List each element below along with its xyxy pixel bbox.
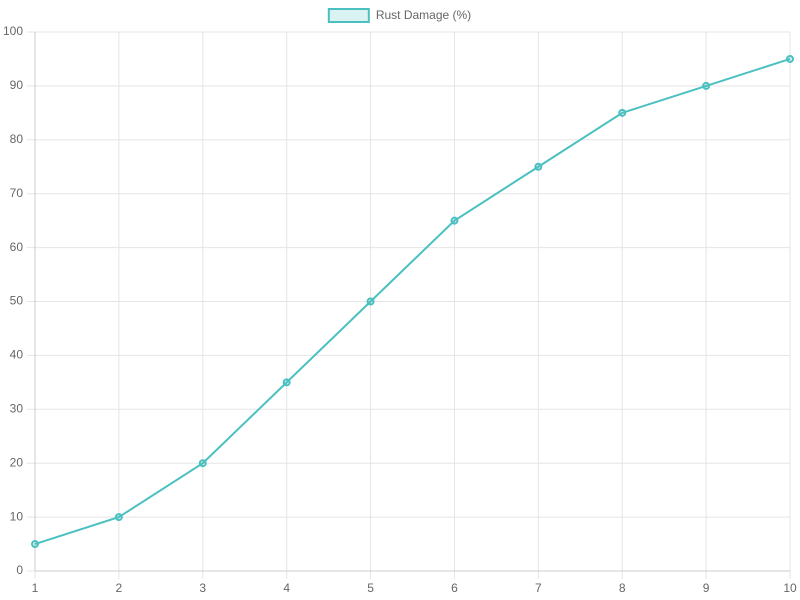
x-tick-label: 4: [283, 581, 290, 595]
y-tick-label: 50: [10, 294, 24, 308]
data-point: [114, 513, 123, 522]
data-point: [31, 540, 39, 549]
x-tick-label: 9: [703, 581, 710, 595]
data-point: [366, 297, 375, 306]
x-tick-label: 3: [199, 581, 206, 595]
data-point: [534, 162, 543, 171]
x-tick-label: 8: [619, 581, 626, 595]
data-point: [198, 459, 207, 468]
data-point: [282, 378, 291, 387]
data-point: [450, 216, 459, 225]
y-tick-label: 80: [10, 132, 24, 146]
y-tick-label: 30: [10, 401, 24, 415]
data-line: [34, 57, 791, 546]
y-tick-label: 20: [10, 455, 24, 469]
data-point: [702, 81, 711, 90]
data-point: [618, 108, 627, 117]
x-tick-label: 5: [367, 581, 374, 595]
legend-swatch: [327, 8, 370, 23]
y-tick-label: 70: [10, 186, 24, 200]
x-tick-label: 1: [32, 581, 39, 595]
x-tick-label: 6: [451, 581, 458, 595]
x-tick-label: 7: [535, 581, 542, 595]
y-tick-label: 0: [16, 563, 23, 577]
legend-label: Rust Damage (%): [376, 8, 471, 22]
y-tick-label: 60: [10, 240, 24, 254]
x-tick-label: 10: [783, 581, 797, 595]
y-tick-label: 100: [3, 24, 23, 38]
x-tick-label: 2: [116, 581, 123, 595]
y-tick-label: 90: [10, 78, 24, 92]
y-tick-label: 10: [10, 509, 24, 523]
y-tick-label: 40: [10, 348, 24, 362]
data-point: [786, 54, 794, 63]
